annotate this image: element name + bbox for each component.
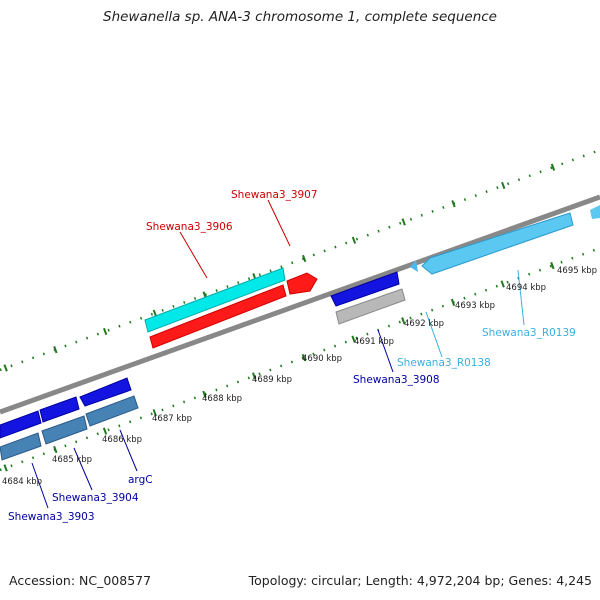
tick-label-4685: 4685 kbp — [52, 455, 92, 465]
inner-tick — [152, 409, 157, 417]
outer-tick — [103, 327, 108, 336]
callout-3908 — [377, 329, 394, 373]
rna-shewana3-r0139[interactable] — [421, 212, 574, 275]
gene-shewana3-3908-partner[interactable] — [335, 288, 406, 325]
inner-tick — [550, 261, 555, 270]
outer-tick — [401, 218, 406, 226]
outer-tick — [451, 200, 456, 208]
gene-shewana3-3903[interactable] — [0, 410, 42, 439]
rna-partial-right[interactable] — [590, 205, 600, 219]
outer-tick — [550, 163, 556, 171]
inner-tick — [102, 427, 108, 435]
label-shewana3-3904: Shewana3_3904 — [52, 492, 139, 504]
inner-major-ticks — [3, 261, 555, 472]
rna-shewana3-r0138[interactable] — [410, 260, 418, 272]
genome-summary-text: Topology: circular; Length: 4,972,204 bp… — [248, 573, 592, 588]
outer-major-ticks — [3, 163, 556, 372]
label-shewana3-r0138: Shewana3_R0138 — [397, 357, 491, 369]
outer-tick — [501, 181, 506, 190]
label-shewana3-3903: Shewana3_3903 — [8, 511, 95, 523]
outer-tick — [351, 236, 357, 244]
callout-3904 — [73, 447, 93, 491]
inner-tick — [401, 317, 406, 325]
inner-tick — [450, 298, 456, 307]
tick-label-4693: 4693 kbp — [455, 301, 495, 311]
outer-tick — [53, 346, 58, 354]
inner-tick — [301, 353, 307, 362]
gene-shewana3-3906[interactable] — [144, 267, 286, 333]
gene-argc-lower[interactable] — [85, 395, 139, 427]
label-argc: argC — [128, 474, 153, 486]
chromosome-backbone — [0, 194, 600, 415]
inner-tick — [53, 445, 58, 454]
label-shewana3-r0139: Shewana3_R0139 — [482, 327, 576, 339]
outer-scale-arc — [0, 148, 600, 372]
outer-tick — [3, 364, 8, 372]
gene-shewana3-3903-lower[interactable] — [0, 432, 42, 461]
inner-scale-arc — [0, 246, 600, 472]
label-shewana3-3906: Shewana3_3906 — [146, 221, 233, 233]
inner-tick — [202, 390, 207, 398]
inner-tick — [351, 335, 356, 343]
outer-tick — [152, 309, 158, 317]
tick-label-4687: 4687 kbp — [152, 414, 192, 424]
tick-label-4686: 4686 kbp — [102, 435, 142, 445]
gene-shewana3-3908[interactable] — [330, 271, 400, 307]
gene-shewana3-3907[interactable] — [286, 272, 318, 295]
accession-text: Accession: NC_008577 — [9, 573, 152, 588]
inner-tick — [500, 280, 505, 288]
gene-shewana3-3906-lower[interactable] — [149, 284, 287, 349]
outer-tick — [302, 254, 307, 263]
tick-label-4684: 4684 kbp — [2, 477, 42, 487]
inner-tick — [252, 372, 257, 380]
tick-label-4689: 4689 kbp — [252, 375, 292, 385]
tick-label-4691: 4691 kbp — [354, 337, 394, 347]
map-title: Shewanella sp. ANA-3 chromosome 1, compl… — [103, 9, 497, 25]
gene-shewana3-3904[interactable] — [39, 396, 80, 423]
tick-label-4690: 4690 kbp — [302, 354, 342, 364]
tick-label-4694: 4694 kbp — [506, 283, 546, 293]
gene-argc[interactable] — [79, 377, 132, 407]
callout-3907 — [267, 199, 291, 247]
inner-tick — [3, 464, 8, 472]
callout-3906 — [179, 231, 208, 279]
callout-r0138 — [425, 311, 443, 358]
callout-argc — [119, 429, 138, 472]
tick-label-4692: 4692 kbp — [404, 319, 444, 329]
tick-label-4695: 4695 kbp — [557, 266, 597, 276]
label-shewana3-3907: Shewana3_3907 — [231, 189, 318, 201]
tick-label-4688: 4688 kbp — [202, 394, 242, 404]
callout-3903 — [31, 462, 49, 509]
label-shewana3-3908: Shewana3_3908 — [353, 374, 440, 386]
callout-r0139 — [517, 269, 525, 326]
gene-shewana3-3904-lower[interactable] — [41, 415, 88, 445]
